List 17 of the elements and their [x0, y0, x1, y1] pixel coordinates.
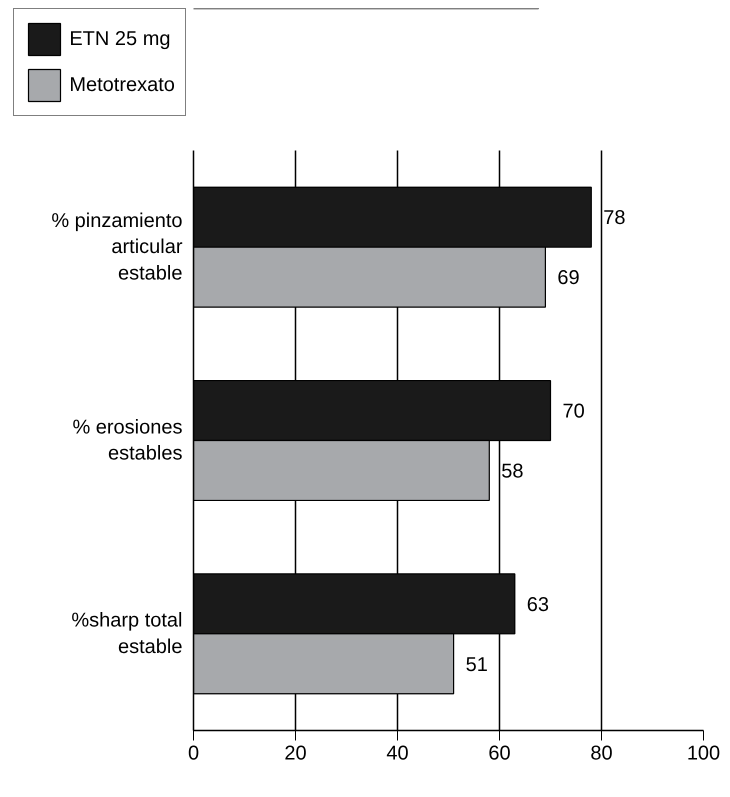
data-label: 78 [603, 207, 626, 230]
x-tick-label: 100 [686, 742, 720, 764]
x-tick-label: 60 [488, 742, 511, 764]
y-tick-label: % erosiones estables [72, 416, 183, 465]
data-label: 51 [466, 654, 488, 676]
data-label: 58 [501, 460, 524, 482]
x-tick-label: 0 [188, 742, 200, 764]
y-tick-label: %sharp total estable [71, 610, 183, 658]
legend-label: ETN 25 mg [69, 28, 170, 50]
data-label: 63 [526, 594, 550, 616]
y-tick-label: % pinzamiento articular estable [51, 210, 183, 285]
x-tick-label: 20 [284, 742, 307, 764]
data-label: 69 [557, 267, 580, 290]
legend-label: Metotrexato [69, 74, 175, 96]
x-tick-label: 40 [386, 742, 409, 764]
x-tick-label: 80 [590, 742, 613, 764]
data-label: 70 [562, 400, 585, 423]
